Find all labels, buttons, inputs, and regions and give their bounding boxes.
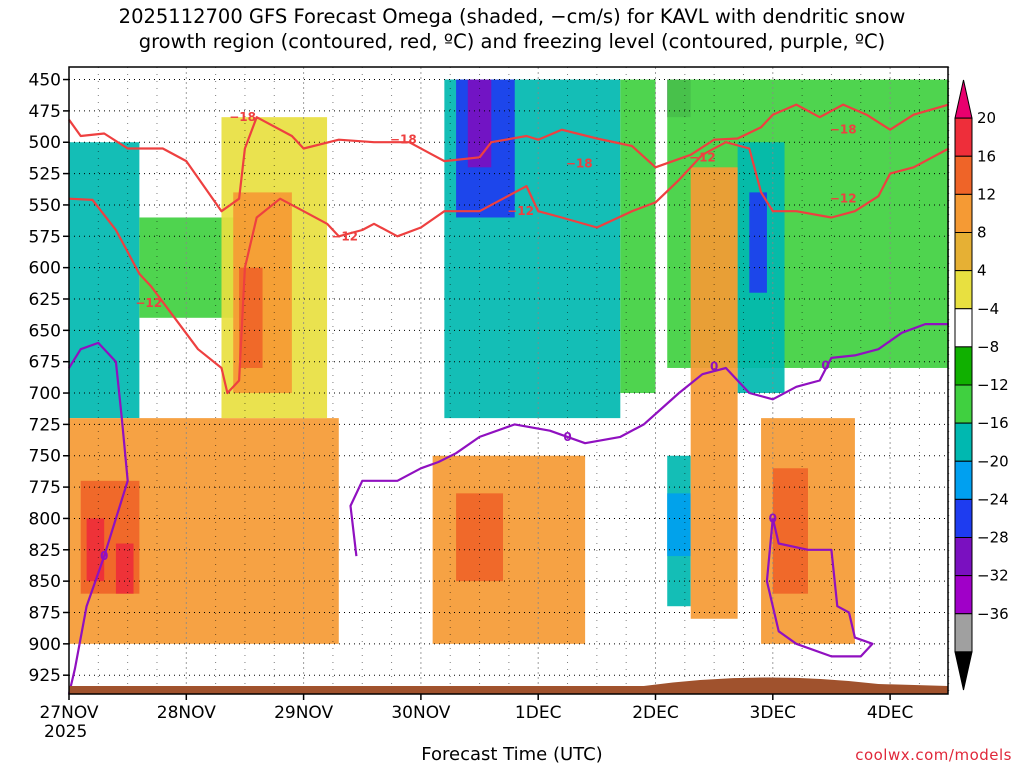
colorbar-label-9: −20 (977, 452, 1009, 470)
y-tick-label-450: 450 (29, 71, 61, 91)
omega-cell-19 (432, 455, 586, 644)
x-tick-label-1: 28NOV (157, 703, 216, 723)
y-tick-label-500: 500 (29, 133, 61, 153)
x-year-label: 2025 (44, 722, 88, 742)
x-tick-label-7: 4DEC (867, 703, 914, 723)
y-tick-label-475: 475 (29, 102, 61, 122)
colorbar-band-4 (954, 232, 973, 272)
omega-cell-15 (115, 543, 134, 594)
colorbar-label-5: −4 (977, 300, 999, 318)
colorbar: 20 16 12 8 4 −4 −8 −12 −16 −20 −24 −28 −32 −36 (954, 79, 1009, 691)
colorbar-label-11: −28 (977, 529, 1009, 547)
chart-title-line1: 2025112700 GFS Forecast Omega (shaded, −… (118, 5, 906, 28)
terrain-fill (69, 677, 948, 694)
y-tick-label-625: 625 (29, 290, 61, 310)
y-tick-label-925: 925 (29, 666, 61, 686)
y-tick-label-725: 725 (29, 415, 61, 435)
colorbar-label-3: 8 (977, 224, 987, 242)
omega-cell-0 (69, 142, 140, 419)
omega-cell-18 (239, 267, 263, 368)
x-tick-label-3: 30NOV (391, 703, 450, 723)
y-tick-label-775: 775 (29, 478, 61, 498)
omega-cell-5 (620, 79, 656, 394)
colorbar-band-11 (954, 498, 973, 538)
y-tick-label-750: 750 (29, 447, 61, 467)
x-tick-label-6: 3DEC (750, 703, 797, 723)
colorbar-label-7: −12 (977, 376, 1009, 394)
y-tick-label-550: 550 (29, 196, 61, 216)
y-tick-label-875: 875 (29, 603, 61, 623)
y-tick-label-600: 600 (29, 259, 61, 279)
y-tick-label-525: 525 (29, 165, 61, 185)
chart-title: 2025112700 GFS Forecast Omega (shaded, −… (0, 4, 1024, 54)
colorbar-band-1 (954, 117, 973, 157)
colorbar-band-14 (954, 613, 973, 653)
x-axis-label: Forecast Time (UTC) (421, 744, 603, 765)
colorbar-band-5 (954, 270, 973, 310)
colorbar-label-10: −24 (977, 490, 1009, 508)
colorbar-band-12 (954, 537, 973, 577)
y-tick-label-650: 650 (29, 321, 61, 341)
y-tick-label-850: 850 (29, 572, 61, 592)
colorbar-band-13 (954, 575, 973, 615)
colorbar-band-6 (954, 308, 973, 348)
contour-label-1-4: −12 (830, 192, 857, 206)
contour-label-0-1: −18 (390, 133, 417, 147)
omega-cell-23 (772, 468, 808, 594)
contour-label-2-0: 0 (100, 549, 108, 563)
y-tick-label-900: 900 (29, 635, 61, 655)
y-tick-label-575: 575 (29, 227, 61, 247)
contour-line-0 (68, 103, 950, 213)
colorbar-label-12: −32 (977, 567, 1009, 585)
terrain-ground (69, 677, 948, 694)
contour-line-4 (765, 518, 874, 658)
contour-label-1-1: −12 (331, 229, 358, 243)
y-tick-label-700: 700 (29, 384, 61, 404)
colorbar-label-13: −36 (977, 605, 1009, 623)
omega-cell-9 (749, 192, 767, 293)
plot-frame (68, 66, 949, 695)
colorbar-band-9 (954, 422, 973, 462)
contour-label-0-2: −18 (566, 157, 593, 171)
contour-label-3-2: 0 (821, 358, 829, 372)
x-tick-label-4: 1DEC (515, 703, 562, 723)
colorbar-label-2: 12 (977, 185, 996, 203)
colorbar-label-4: 4 (977, 262, 987, 280)
y-tick-label-675: 675 (29, 353, 61, 373)
credit-link[interactable]: coolwx.com/models (855, 746, 1012, 764)
y-tick-label-800: 800 (29, 509, 61, 529)
colorbar-band-2 (954, 155, 973, 195)
contour-label-4-0: 0 (769, 511, 777, 525)
omega-cell-20 (456, 493, 504, 582)
contour-label-1-3: −12 (689, 150, 716, 164)
contour-label-3-0: 0 (563, 430, 571, 444)
y-tick-label-825: 825 (29, 541, 61, 561)
colorbar-band-3 (954, 193, 973, 233)
axes: 450 475 500 525 550 575 600 625 650 675 700 725 750 7… (29, 66, 949, 723)
colorbar-band-8 (954, 384, 973, 424)
colorbar-label-6: −8 (977, 338, 999, 356)
contour-line-1 (68, 141, 950, 395)
contour-label-3-1: 0 (710, 360, 718, 374)
chart-title-line2: growth region (contoured, red, ºC) and f… (138, 30, 886, 53)
contour-label-0-3: −18 (830, 123, 857, 137)
colorbar-label-0: 20 (977, 109, 996, 127)
colorbar-band-top (954, 79, 973, 119)
x-tick-label-5: 2DEC (632, 703, 679, 723)
colorbar-label-8: −16 (977, 414, 1009, 432)
temperature-contours: −18 −18 −18 −18 −12 −12 −12 −12 −12 0 0 0 0 0 (67, 103, 950, 695)
x-tick-label-2: 29NOV (274, 703, 333, 723)
contour-line-2 (67, 341, 129, 695)
colorbar-band-10 (954, 460, 973, 500)
colorbar-label-1: 16 (977, 147, 996, 165)
contour-label-1-0: −12 (135, 296, 162, 310)
contour-line-3 (349, 323, 949, 557)
x-tick-label-0: 27NOV (39, 703, 98, 723)
colorbar-band-7 (954, 346, 973, 386)
contour-label-0-0: −18 (229, 110, 256, 124)
omega-cell-11 (667, 493, 691, 557)
colorbar-band-bottom (954, 651, 973, 691)
contour-label-1-2: −12 (507, 204, 534, 218)
